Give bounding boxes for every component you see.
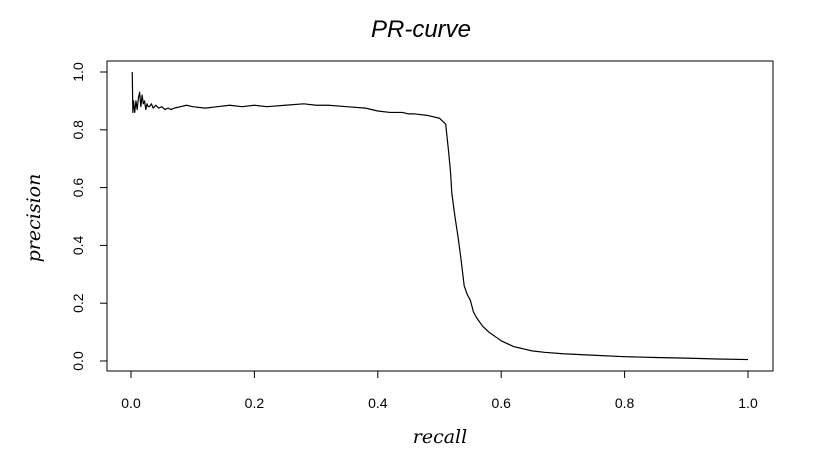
y-tick-label: 0.0 bbox=[70, 351, 86, 371]
y-tick-label: 1.0 bbox=[70, 62, 86, 82]
y-tick-label: 0.8 bbox=[70, 120, 86, 140]
y-tick-label: 0.6 bbox=[70, 178, 86, 198]
y-tick-label: 0.4 bbox=[70, 235, 86, 255]
y-axis: 0.0 0.2 0.4 0.6 0.8 1.0 bbox=[70, 62, 107, 371]
chart-title: PR-curve bbox=[371, 16, 471, 43]
x-tick-label: 1.0 bbox=[738, 395, 758, 411]
x-axis: 0.0 0.2 0.4 0.6 0.8 1.0 bbox=[121, 371, 758, 411]
y-tick-label: 0.2 bbox=[70, 293, 86, 313]
y-axis-title: precision bbox=[23, 174, 45, 263]
x-tick-label: 0.0 bbox=[121, 395, 141, 411]
x-tick-label: 0.6 bbox=[491, 395, 511, 411]
x-axis-title: recall bbox=[413, 426, 467, 448]
x-tick-label: 0.8 bbox=[615, 395, 635, 411]
series-line-precision-recall bbox=[131, 71, 749, 361]
x-tick-label: 0.4 bbox=[368, 395, 388, 411]
x-tick-label: 0.2 bbox=[245, 395, 265, 411]
plot-frame bbox=[106, 60, 774, 372]
